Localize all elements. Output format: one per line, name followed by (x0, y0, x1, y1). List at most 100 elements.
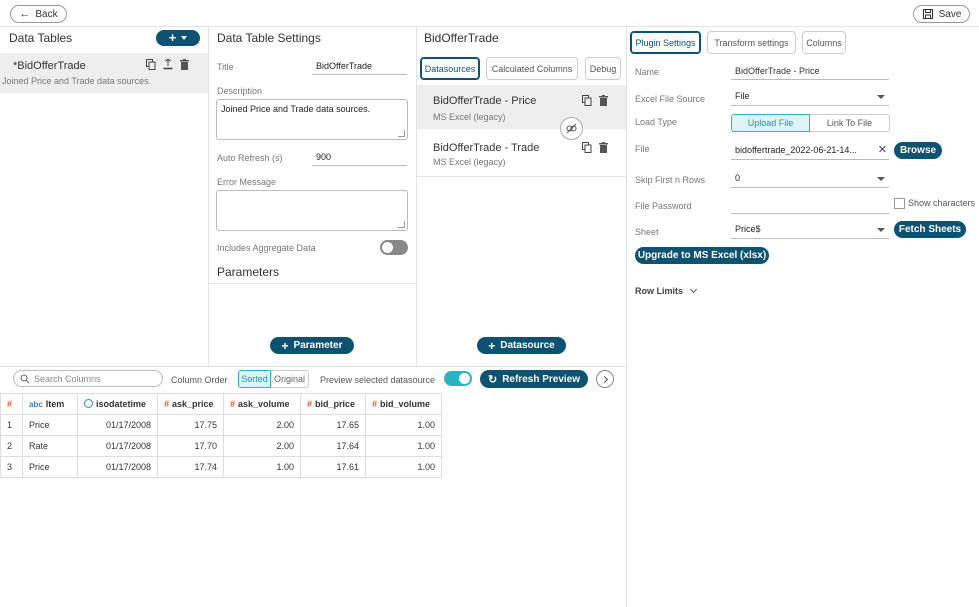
description-textarea[interactable]: Joined Price and Trade data sources. (216, 99, 408, 140)
divider-1 (208, 27, 209, 367)
preview-table: # abc Item isodatetime # ask_price # ask_vo… (0, 393, 442, 478)
datasource-type: MS Excel (legacy) (433, 112, 506, 122)
datasource-item-trade[interactable]: BidOfferTrade - Trade MS Excel (legacy) (417, 132, 626, 176)
copy-icon[interactable] (146, 59, 156, 73)
auto-refresh-input[interactable]: 900 (312, 150, 407, 166)
order-sorted[interactable]: Sorted (238, 370, 271, 388)
name-label: Name (635, 67, 660, 77)
chevron-down-icon (181, 36, 188, 40)
column-order-label: Column Order (171, 375, 228, 385)
column-header-ask-volume[interactable]: # ask_volume (223, 393, 301, 415)
add-table-button[interactable]: + (156, 30, 200, 46)
title-input[interactable]: BidOfferTrade (312, 59, 407, 75)
tab-debug[interactable]: Debug (585, 57, 621, 80)
refresh-preview-button[interactable]: ↻ Refresh Preview (480, 370, 588, 388)
table-row: 3 Price 01/17/2008 17.74 1.00 17.61 1.00 (0, 456, 442, 478)
tab-columns[interactable]: Columns (802, 31, 846, 54)
name-input[interactable]: BidOfferTrade - Price (731, 64, 889, 80)
column-header-index[interactable]: # (0, 393, 23, 415)
error-message-textarea[interactable] (216, 190, 408, 231)
browse-button[interactable]: Browse (894, 142, 942, 159)
add-datasource-button[interactable]: + Datasource (477, 337, 566, 354)
file-password-input[interactable] (731, 197, 889, 214)
data-table-name: *BidOfferTrade (13, 60, 86, 72)
order-original[interactable]: Original (271, 370, 309, 388)
arrow-left-icon: ← (19, 8, 31, 20)
excel-source-select[interactable]: File (731, 89, 889, 106)
file-password-label: File Password (635, 201, 692, 211)
aggregate-label: Includes Aggregate Data (217, 243, 316, 253)
settings-heading: Data Table Settings (217, 31, 321, 45)
add-parameter-button[interactable]: + Parameter (270, 337, 354, 354)
caret-down-icon (877, 177, 885, 181)
chevron-down-icon (689, 285, 698, 294)
table-header-row: # abc Item isodatetime # ask_price # ask_vo… (0, 393, 442, 415)
data-tables-title: Data Tables (9, 31, 73, 45)
upgrade-button[interactable]: Upgrade to MS Excel (xlsx) (635, 247, 769, 264)
skip-rows-label: Skip First n Rows (635, 175, 706, 185)
copy-icon[interactable] (582, 142, 592, 156)
aggregate-toggle[interactable] (380, 240, 408, 255)
fetch-sheets-button[interactable]: Fetch Sheets (894, 221, 966, 238)
datasources-heading: BidOfferTrade (424, 31, 499, 45)
close-icon[interactable]: ✕ (877, 144, 887, 156)
divider-3 (626, 27, 627, 607)
parameters-divider (209, 283, 416, 284)
data-table-item[interactable]: *BidOfferTrade Joined Price and Trade da… (0, 53, 208, 93)
column-header-ask-price[interactable]: # ask_price (157, 393, 224, 415)
datasource-name: BidOfferTrade - Trade (433, 142, 540, 154)
column-header-bid-volume[interactable]: # bid_volume (365, 393, 442, 415)
divider-2 (416, 27, 417, 367)
back-button[interactable]: ← Back (10, 5, 67, 23)
numeric-type-icon: # (230, 399, 236, 409)
preview-selected-label: Preview selected datasource (320, 375, 436, 385)
auto-refresh-label: Auto Refresh (s) (217, 153, 283, 163)
tab-plugin-settings[interactable]: Plugin Settings (630, 31, 701, 54)
export-icon[interactable] (163, 58, 173, 73)
sheet-label: Sheet (635, 227, 659, 237)
save-icon (922, 8, 934, 20)
next-arrow-icon[interactable] (596, 370, 614, 388)
caret-down-icon (877, 228, 885, 232)
search-icon (20, 374, 30, 387)
trash-icon[interactable] (599, 142, 608, 156)
preview-table-wrap: # abc Item isodatetime # ask_price # ask_vo… (0, 393, 442, 478)
column-header-item[interactable]: abc Item (22, 393, 78, 415)
preview-selected-toggle[interactable] (444, 371, 472, 386)
search-columns-input[interactable]: Search Columns (13, 370, 163, 387)
trash-icon[interactable] (599, 95, 608, 109)
load-type-link[interactable]: Link To File (810, 114, 890, 132)
show-characters-label: Show characters (908, 198, 976, 208)
datasource-item-price[interactable]: BidOfferTrade - Price MS Excel (legacy) (417, 85, 626, 129)
preview-top-divider (0, 366, 626, 367)
row-limits-toggle[interactable]: Row Limits (635, 285, 698, 296)
trash-icon[interactable] (180, 59, 189, 73)
save-button[interactable]: Save (913, 5, 970, 23)
excel-source-label: Excel File Source (635, 94, 706, 104)
skip-rows-select[interactable]: 0 (731, 171, 889, 188)
title-label: Title (217, 62, 234, 72)
data-table-description: Joined Price and Trade data sources. (2, 76, 152, 86)
description-label: Description (217, 86, 263, 96)
file-input[interactable]: bidoffertrade_2022-06-21-14... ✕ (731, 143, 889, 160)
column-header-bid-price[interactable]: # bid_price (300, 393, 366, 415)
datasource-name: BidOfferTrade - Price (433, 95, 537, 107)
tab-datasources[interactable]: Datasources (420, 57, 480, 80)
tab-transform-settings[interactable]: Transform settings (707, 31, 796, 54)
copy-icon[interactable] (582, 95, 592, 109)
plus-icon: + (488, 338, 496, 353)
table-row: 1 Price 01/17/2008 17.75 2.00 17.65 1.00 (0, 414, 442, 436)
numeric-type-icon: # (164, 399, 170, 409)
caret-down-icon (877, 95, 885, 99)
tab-calculated-columns[interactable]: Calculated Columns (486, 57, 578, 80)
numeric-type-icon: # (372, 399, 378, 409)
join-icon[interactable] (560, 117, 583, 140)
load-type-upload[interactable]: Upload File (731, 114, 810, 132)
show-characters-checkbox[interactable] (894, 198, 905, 209)
load-type-label: Load Type (635, 117, 677, 127)
datasource-type: MS Excel (legacy) (433, 157, 506, 167)
table-row: 2 Rate 01/17/2008 17.70 2.00 17.64 1.00 (0, 435, 442, 457)
sheet-select[interactable]: Price$ (731, 222, 889, 239)
clock-icon (84, 399, 93, 408)
column-header-isodatetime[interactable]: isodatetime (77, 393, 158, 415)
